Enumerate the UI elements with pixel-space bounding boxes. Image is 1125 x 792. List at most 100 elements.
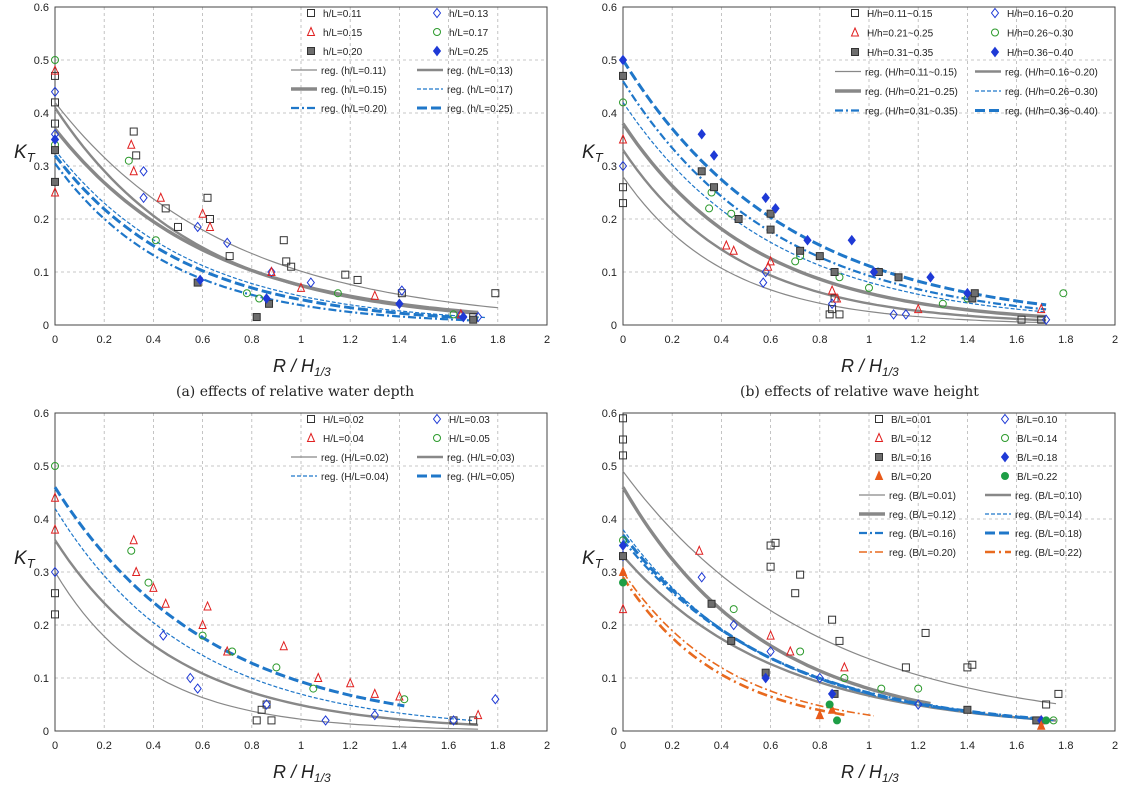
legend-label: reg. (B/L=0.01): [889, 491, 956, 502]
legend-label: reg. (H/h=0.36~0.40): [1005, 107, 1098, 118]
data-point: [492, 290, 499, 297]
y-tick-label: 0.6: [602, 408, 617, 420]
x-tick-label: 1.2: [343, 740, 358, 752]
data-point: [927, 273, 934, 282]
y-tick-label: 0.5: [34, 461, 49, 473]
legend-marker: [876, 472, 883, 480]
legend-label: reg. (H/h=0.11~0.15): [865, 68, 957, 79]
legend-marker: [1002, 453, 1009, 462]
data-point: [841, 663, 848, 671]
legend-marker: [852, 49, 859, 56]
x-axis-label: R / H1/3: [841, 762, 899, 785]
data-point: [620, 72, 627, 79]
legend-marker: [308, 28, 315, 36]
chart-panel-d: 0 0.2 0.4 0.6 0.8 1 1.2 1.4 1.6 1.8 200.10.20.30.4…: [568, 406, 1125, 792]
legend-label: H/h=0.26~0.30: [1007, 29, 1074, 40]
regression-line: [623, 471, 1056, 703]
data-point: [162, 599, 169, 607]
legend-marker: [434, 435, 441, 442]
x-tick-label: 1.8: [1058, 740, 1073, 752]
chart-panel-b: 0 0.2 0.4 0.6 0.8 1 1.2 1.4 1.6 1.8 200.10.20.30.4…: [568, 0, 1125, 386]
regression-curves: [623, 471, 1056, 720]
y-axis-label: KT: [582, 142, 604, 165]
legend-marker: [434, 415, 441, 424]
y-tick-label: 0: [43, 726, 49, 738]
y-tick-label: 0.1: [34, 267, 49, 279]
regression-curves: [55, 487, 478, 729]
x-tick-label: 2: [1112, 740, 1118, 752]
data-point: [268, 268, 275, 276]
legend-marker: [992, 9, 999, 18]
data-point: [475, 711, 482, 719]
data-point: [470, 717, 477, 724]
x-axis-label: R / H1/3: [273, 762, 331, 785]
data-point: [826, 701, 833, 708]
data-point: [52, 590, 59, 597]
legend-label: reg. (h/L=0.25): [447, 104, 513, 115]
legend-label: reg. (h/L=0.11): [321, 66, 386, 77]
data-point: [698, 130, 705, 139]
data-point: [620, 452, 627, 459]
legend-label: H/L=0.03: [449, 415, 490, 426]
regression-line: [55, 487, 404, 706]
regression-curves: [55, 102, 498, 320]
data-point: [816, 253, 823, 260]
x-tick-label: 1.6: [441, 740, 456, 752]
legend-label: h/L=0.17: [449, 28, 489, 39]
x-tick-label: 0: [620, 740, 626, 752]
x-tick-label: 0.6: [763, 334, 778, 346]
data-point: [711, 184, 718, 191]
legend-label: reg. (H/L=0.05): [447, 472, 515, 483]
y-tick-label: 0.1: [34, 673, 49, 685]
y-tick-label: 0.4: [34, 514, 49, 526]
y-tick-label: 0: [611, 320, 617, 332]
data-point: [698, 573, 705, 582]
legend-label: reg. (h/L=0.17): [447, 85, 513, 96]
data-point: [730, 246, 737, 254]
data-point: [1055, 690, 1062, 697]
data-point: [895, 274, 902, 281]
data-point: [162, 205, 169, 212]
data-point: [204, 602, 211, 610]
x-tick-label: 1.4: [960, 740, 975, 752]
y-tick-label: 0.2: [34, 620, 49, 632]
data-point: [969, 661, 976, 668]
legend-label: H/L=0.04: [323, 434, 364, 445]
data-point: [728, 637, 735, 644]
x-tick-label: 0.2: [97, 740, 112, 752]
data-point: [797, 247, 804, 254]
legend-label: B/L=0.12: [891, 434, 932, 445]
y-tick-label: 0.5: [602, 55, 617, 67]
legend-label: B/L=0.16: [891, 453, 932, 464]
x-tick-label: 0.6: [195, 740, 210, 752]
y-tick-label: 0.4: [602, 108, 617, 120]
data-point: [698, 168, 705, 175]
data-point: [620, 415, 627, 422]
data-point: [130, 128, 137, 135]
y-tick-label: 0.3: [602, 567, 617, 579]
data-point: [829, 286, 836, 294]
x-axis-label: R / H1/3: [841, 356, 899, 379]
x-tick-label: 0.6: [763, 740, 778, 752]
legend-label: h/L=0.25: [449, 47, 489, 58]
data-point: [354, 276, 361, 283]
data-points: [620, 56, 1067, 325]
x-tick-label: 1: [866, 334, 872, 346]
data-point: [735, 216, 742, 223]
data-point: [133, 152, 140, 159]
legend-label: reg. (H/h=0.21~0.25): [865, 87, 958, 98]
data-point: [797, 648, 804, 655]
legend-label: reg. (H/h=0.31~0.35): [865, 107, 958, 118]
legend-marker: [434, 29, 441, 36]
legend-label: h/L=0.11: [323, 9, 362, 20]
data-point: [711, 151, 718, 160]
data-point: [772, 539, 779, 546]
data-point: [797, 571, 804, 578]
y-tick-label: 0.3: [34, 567, 49, 579]
legend-marker: [1002, 435, 1009, 442]
y-tick-label: 0.5: [34, 55, 49, 67]
legend-marker: [308, 48, 315, 55]
x-tick-label: 0.2: [97, 334, 112, 346]
x-tick-label: 1.6: [1009, 334, 1024, 346]
legend-label: B/L=0.18: [1017, 453, 1058, 464]
